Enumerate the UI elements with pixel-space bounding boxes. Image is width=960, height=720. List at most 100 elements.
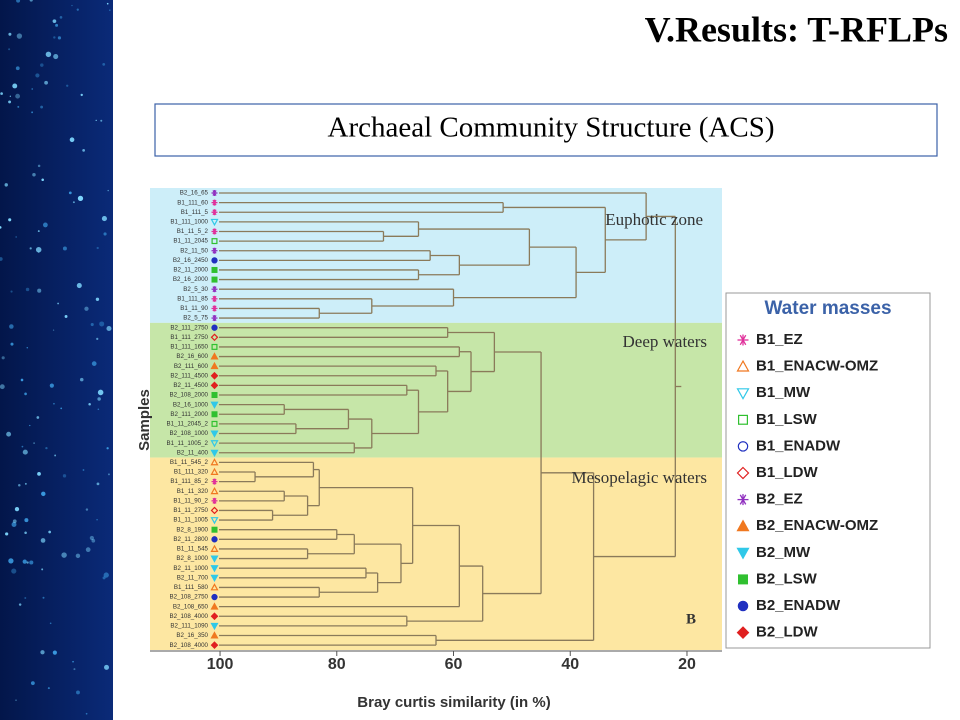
sample-label: B2_11_2800 <box>173 536 208 543</box>
legend-marker <box>737 441 749 452</box>
sample-label: B1_11_90 <box>180 305 208 312</box>
star <box>15 699 17 701</box>
star <box>37 164 41 168</box>
x-tick-label: 40 <box>561 656 579 673</box>
subtitle: Archaeal Community Structure (ACS) <box>328 112 775 144</box>
star <box>45 446 48 450</box>
star <box>85 547 91 553</box>
sample-label: B1_11_2045_2 <box>166 421 208 428</box>
star <box>0 226 2 229</box>
legend-marker <box>736 626 750 639</box>
legend-label: B2_MW <box>756 544 811 561</box>
star <box>106 447 109 450</box>
sample-label: B1_111_85 <box>177 295 208 302</box>
sample-marker <box>211 228 218 235</box>
legend-marker <box>736 359 750 372</box>
star <box>88 402 91 406</box>
legend-marker <box>737 494 749 506</box>
star <box>48 530 51 534</box>
star <box>85 712 88 715</box>
sample-label: B2_11_4500 <box>173 382 208 389</box>
sample-marker <box>210 430 219 438</box>
star <box>9 324 14 329</box>
slide-title: V.Results: T-RFLPs <box>645 9 948 49</box>
star <box>89 535 94 541</box>
zone-band <box>150 322 722 458</box>
star <box>18 484 21 487</box>
star <box>97 408 100 411</box>
legend-label: B1_LSW <box>756 411 818 428</box>
zone-label: Euphotic zone <box>605 210 703 229</box>
star <box>97 389 104 396</box>
legend-marker <box>736 519 750 532</box>
sample-marker <box>210 218 219 227</box>
legend-box <box>725 292 931 649</box>
star <box>97 397 101 401</box>
sample-label: B1_11_1005_2 <box>166 440 208 447</box>
star <box>91 361 97 367</box>
star <box>11 568 17 574</box>
star <box>33 442 35 444</box>
sample-label: B2_11_2000 <box>173 267 208 274</box>
legend-marker <box>736 466 750 480</box>
zone-label: Deep waters <box>623 332 708 351</box>
star <box>96 482 100 486</box>
sample-label: B2_16_350 <box>176 632 208 639</box>
star <box>8 558 14 564</box>
star <box>40 105 43 109</box>
sample-label: B1_11_2750 <box>173 507 208 514</box>
star <box>35 73 40 78</box>
sample-marker <box>210 517 219 525</box>
star <box>69 137 75 143</box>
sample-label: B1_111_60 <box>177 199 208 206</box>
star <box>91 538 96 543</box>
sample-marker <box>211 324 218 331</box>
sample-label: B2_11_700 <box>177 574 209 581</box>
sample-label: B1_111_2750 <box>170 334 208 341</box>
sample-marker <box>211 392 218 399</box>
legend-marker <box>736 388 750 400</box>
star <box>24 482 27 485</box>
dendrogram: B2_16_65 B1_111_60 B1_111_5 B1_111_1000 B1_1… <box>136 188 722 711</box>
legend-marker <box>736 547 750 560</box>
sample-label: B1_111_580 <box>174 584 209 591</box>
sample-label: B2_111_600 <box>174 363 209 370</box>
legend-title: Water masses <box>764 298 891 319</box>
star <box>36 416 40 419</box>
star <box>109 9 111 11</box>
legend-label: B2_ENACW-OMZ <box>756 517 878 534</box>
star <box>49 622 52 625</box>
star <box>21 445 24 448</box>
star-field <box>0 0 112 715</box>
sample-marker <box>211 286 218 293</box>
sample-label: B2_108_1000 <box>169 430 208 437</box>
sample-marker <box>210 361 219 370</box>
sample-label: B2_111_4500 <box>170 372 208 379</box>
star <box>40 650 45 655</box>
star <box>106 2 109 5</box>
sample-label: B2_111_2000 <box>170 411 208 418</box>
legend-label: B1_EZ <box>756 331 803 348</box>
sample-label: B2_5_75 <box>183 315 208 322</box>
star <box>31 111 34 114</box>
sample-marker <box>211 209 218 216</box>
legend-label: B1_ENADW <box>756 437 841 454</box>
y-axis-label: Samples <box>136 389 153 451</box>
sample-marker <box>211 536 218 543</box>
sample-marker <box>211 478 218 485</box>
x-tick-label: 100 <box>207 656 234 673</box>
star <box>59 16 63 19</box>
sample-marker <box>210 449 219 457</box>
star <box>10 290 13 293</box>
star <box>52 19 57 24</box>
x-tick-label: 60 <box>445 656 463 673</box>
sample-marker <box>211 266 218 273</box>
star <box>32 172 36 177</box>
star <box>44 80 48 85</box>
star <box>107 189 109 192</box>
sample-marker <box>210 352 219 360</box>
star <box>29 0 33 2</box>
star <box>82 148 85 152</box>
star <box>42 222 48 228</box>
